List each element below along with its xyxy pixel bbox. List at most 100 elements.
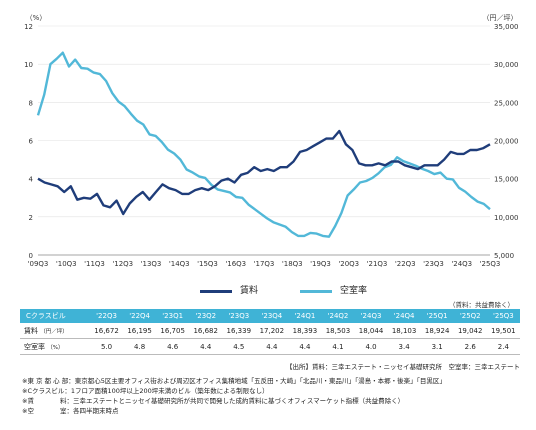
rent-cell: 18,924 (420, 323, 454, 339)
footnote-row: ※東 京 都 心 部：東京都心5区主要オフィス街および周辺区オフィス集積地域「五… (22, 376, 446, 386)
vacancy-cell: 4.4 (288, 338, 322, 355)
rent-cell: 16,705 (156, 323, 190, 339)
table-header-cell: '22Q4 (123, 309, 157, 323)
legend-swatch-rent (200, 290, 232, 293)
rent-cell: 19,042 (453, 323, 487, 339)
rent-vacancy-chart: 0 2 4 6 8 10 12 5,000 10,000 15,000 20,000 25,000 3… (24, 14, 519, 268)
left-tick-label: 10 (24, 61, 33, 69)
right-tick-label: 20,000 (494, 138, 519, 146)
series-line (36, 51, 491, 238)
rent-cell: 18,503 (321, 323, 355, 339)
table-header-label: Cクラスビル (20, 309, 90, 323)
x-tick-label: '12Q3 (112, 260, 133, 268)
footnote-row: ※空 室：各四半期末時点 (22, 406, 446, 416)
right-tick-label: 10,000 (494, 214, 519, 222)
table-header-cell: '25Q1 (420, 309, 454, 323)
rent-row-unit: （円／坪） (40, 328, 68, 335)
table-header-cell: '25Q2 (453, 309, 487, 323)
rent-row-title: 賃料 (24, 326, 38, 335)
vacancy-cell: 4.5 (222, 338, 256, 355)
footnote-row: ※賃 料：三幸エステートとニッセイ基礎研究所が共同で開発した成約賃料に基づくオフ… (22, 396, 446, 406)
vacancy-cell: 4.4 (189, 338, 223, 355)
legend-swatch-vacancy (300, 290, 332, 293)
x-tick-label: '14Q3 (169, 260, 190, 268)
rent-cell: 17,202 (255, 323, 289, 339)
x-tick-label: '24Q3 (451, 260, 472, 268)
rent-cell: 19,501 (486, 323, 520, 339)
rent-row-label: 賃料 （円／坪） (20, 323, 90, 339)
source-note: 【出所】賃料：三幸エステート・ニッセイ基礎研究所 空室率：三幸エステート (286, 363, 520, 371)
rent-cell: 16,682 (189, 323, 223, 339)
right-tick-label: 30,000 (494, 61, 519, 69)
table-header-cell: '23Q2 (189, 309, 223, 323)
rent-cell: 18,103 (387, 323, 421, 339)
left-tick-label: 12 (24, 23, 33, 31)
x-tick-label: '09Q3 (28, 260, 49, 268)
right-tick-label: 25,000 (494, 99, 519, 107)
left-axis-label: （%） (26, 14, 47, 22)
footnotes: ※東 京 都 心 部：東京都心5区主要オフィス街および周辺区オフィス集積地域「五… (22, 376, 446, 416)
x-tick-label: '21Q3 (367, 260, 388, 268)
x-tick-label: '22Q3 (395, 260, 416, 268)
series-layer (36, 51, 491, 238)
table-header-cell: '23Q1 (156, 309, 190, 323)
vacancy-cell: 3.4 (387, 338, 421, 355)
x-tick-label: '11Q3 (84, 260, 105, 268)
x-tick-label: '23Q3 (423, 260, 444, 268)
vacancy-cell: 4.8 (123, 338, 157, 355)
x-tick-label: '18Q3 (282, 260, 303, 268)
table-row-rent: 賃料 （円／坪） 16,672 16,195 16,705 16,682 16,339 1… (20, 323, 520, 339)
x-tick-label: '16Q3 (225, 260, 246, 268)
vacancy-cell: 4.1 (321, 338, 355, 355)
left-tick-label: 2 (29, 214, 33, 222)
x-tick-label: '19Q3 (310, 260, 331, 268)
legend-label-rent: 賃料 (240, 286, 259, 296)
rent-cell: 18,393 (288, 323, 322, 339)
rent-cell: 16,672 (90, 323, 124, 339)
footnote-row: ※Cクラスビル：1フロア面積100坪以上200坪未満のビル（築年数による制限なし… (22, 386, 446, 396)
x-tick-label: '20Q3 (338, 260, 359, 268)
x-tick-label: '25Q3 (480, 260, 501, 268)
table-header-cell: '22Q3 (90, 309, 124, 323)
left-tick-label: 0 (29, 252, 33, 260)
table-header-cell: '24Q1 (288, 309, 322, 323)
x-tick-label: '10Q3 (56, 260, 77, 268)
right-tick-label: 35,000 (494, 23, 519, 31)
table-header-row: Cクラスビル '22Q3'22Q4'23Q1'23Q2'23Q3'23Q4'24… (20, 309, 520, 323)
x-tick-label: '13Q3 (141, 260, 162, 268)
vacancy-cell: 4.6 (156, 338, 190, 355)
vacancy-cell: 4.4 (255, 338, 289, 355)
vacancy-row-label: 空室率 （%） (20, 338, 90, 355)
vacancy-cell: 5.0 (90, 338, 124, 355)
footnote-label: ※空 室 (22, 407, 67, 415)
vacancy-cell: 3.1 (420, 338, 454, 355)
rent-cell: 18,044 (354, 323, 388, 339)
left-tick-label: 6 (29, 138, 34, 146)
table-header-cell: '25Q3 (486, 309, 520, 323)
vacancy-cell: 2.6 (453, 338, 487, 355)
table-header-cell: '24Q2 (321, 309, 355, 323)
footnote-label: ※東 京 都 心 部 (22, 377, 69, 385)
table-header-cell: '24Q3 (354, 309, 388, 323)
data-table: Cクラスビル '22Q3'22Q4'23Q1'23Q2'23Q3'23Q4'24… (20, 309, 520, 355)
legend: 賃料 空室率 (0, 284, 536, 298)
table-header-cell: '23Q4 (255, 309, 289, 323)
chart-gridlines (38, 25, 490, 256)
footnote-text: ：東京都心5区主要オフィス街および周辺区オフィス集積地域「五反田・大崎」「北品川… (68, 377, 446, 385)
footnote-text: ：三幸エステートとニッセイ基礎研究所が共同で開発した成約賃料に基づくオフィスマー… (66, 397, 405, 405)
right-tick-label: 15,000 (494, 176, 519, 184)
right-tick-label: 5,000 (494, 252, 514, 260)
vacancy-cell: 4.0 (354, 338, 388, 355)
left-tick-label: 4 (29, 176, 34, 184)
left-axis-ticks: 0 2 4 6 8 10 12 (24, 23, 33, 260)
x-tick-label: '15Q3 (197, 260, 218, 268)
series-line (37, 129, 491, 216)
vacancy-row-title: 空室率 (24, 342, 45, 351)
left-tick-label: 8 (29, 99, 33, 107)
rent-cell: 16,195 (123, 323, 157, 339)
right-axis-ticks: 5,000 10,000 15,000 20,000 25,000 30,000 35,00… (494, 23, 519, 260)
x-tick-label: '17Q3 (254, 260, 275, 268)
footnote-label: ※Cクラスビル (22, 387, 65, 395)
vacancy-row-unit: （%） (47, 344, 64, 351)
right-axis-label: （円／坪） (483, 14, 518, 22)
